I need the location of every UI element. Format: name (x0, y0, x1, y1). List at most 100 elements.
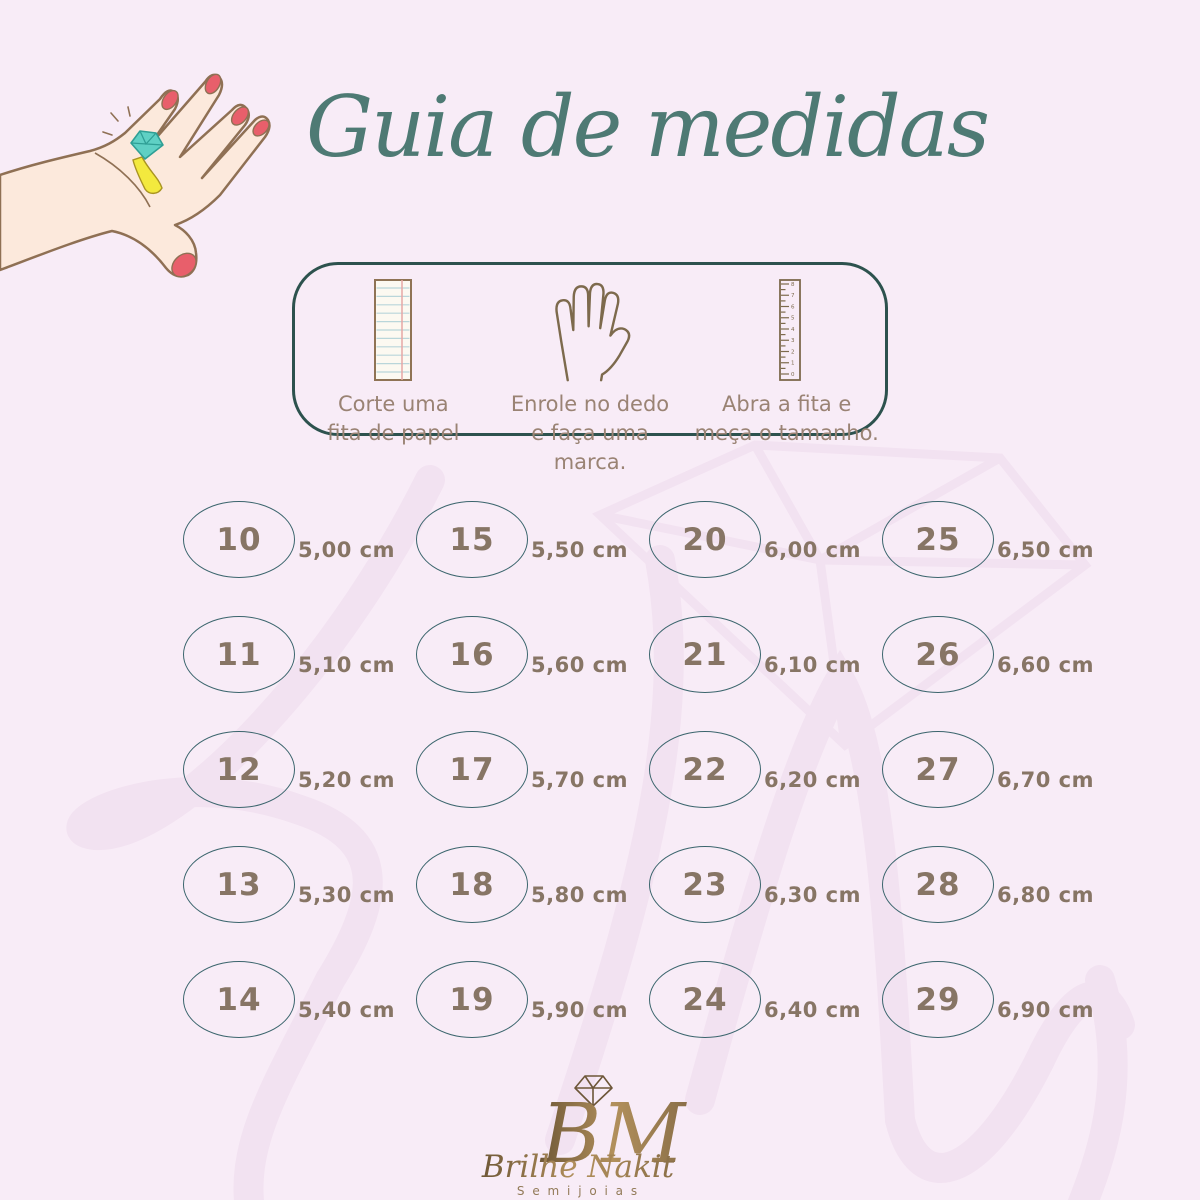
ring-size-ellipse: 25 (882, 501, 994, 578)
ring-size-measurement: 6,80 cm (997, 882, 1094, 907)
size-entry: 13 5,30 cm (124, 827, 394, 942)
size-entry: 25 6,50 cm (823, 482, 1093, 597)
size-entry: 26 6,60 cm (823, 597, 1093, 712)
ring-size-measurement: 6,70 cm (997, 767, 1094, 792)
ring-size-measurement: 5,90 cm (531, 997, 628, 1022)
size-entry: 20 6,00 cm (590, 482, 860, 597)
ring-size-number: 12 (216, 751, 262, 788)
ring-size-number: 14 (216, 981, 262, 1018)
size-entry: 28 6,80 cm (823, 827, 1093, 942)
ring-size-ellipse: 16 (416, 616, 528, 693)
ring-size-number: 21 (682, 636, 728, 673)
ring-size-ellipse: 27 (882, 731, 994, 808)
ring-size-ellipse: 24 (649, 961, 761, 1038)
ring-size-number: 15 (449, 521, 495, 558)
ring-size-ellipse: 22 (649, 731, 761, 808)
step-1-line-1: Corte uma (338, 392, 449, 416)
ring-size-measurement: 5,00 cm (298, 537, 395, 562)
ring-size-number: 27 (915, 751, 961, 788)
ring-size-ellipse: 12 (183, 731, 295, 808)
size-entry: 21 6,10 cm (590, 597, 860, 712)
ring-size-measurement: 6,00 cm (764, 537, 861, 562)
ring-size-measurement: 5,20 cm (298, 767, 395, 792)
ring-size-number: 23 (682, 866, 728, 903)
size-entry: 19 5,90 cm (357, 942, 627, 1057)
size-entry: 15 5,50 cm (357, 482, 627, 597)
instruction-step-2: Enrole no dedo e faça uma marca. (492, 265, 689, 474)
ring-size-number: 28 (915, 866, 961, 903)
ruler-number: 6 (791, 305, 795, 311)
ring-size-ellipse: 10 (183, 501, 295, 578)
brand-name: Brilhe Nakit (481, 1149, 675, 1185)
logo-monogram: BM (539, 1087, 687, 1182)
step-1-line-2: fita de papel (327, 420, 460, 445)
ring-size-number: 26 (915, 636, 961, 673)
size-grid: 10 5,00 cm 15 5,50 cm 20 6,00 cm 25 6,50… (124, 482, 1093, 1057)
size-entry: 14 5,40 cm (124, 942, 394, 1057)
ring-size-measurement: 6,50 cm (997, 537, 1094, 562)
paper-strip-icon (374, 279, 413, 381)
ring-size-measurement: 5,80 cm (531, 882, 628, 907)
size-entry: 18 5,80 cm (357, 827, 627, 942)
step-3-line-1: Abra a fita e (722, 392, 852, 416)
instructions-box: Corte uma fita de papel Enrole no dedo e… (292, 262, 888, 474)
step-3-line-2: meça o tamanho. (694, 420, 879, 445)
size-entry: 16 5,60 cm (357, 597, 627, 712)
ring-size-measurement: 5,10 cm (298, 652, 395, 677)
ruler-number: 1 (791, 361, 795, 367)
ring-size-measurement: 6,30 cm (764, 882, 861, 907)
ruler-number: 3 (791, 338, 795, 344)
ring-size-ellipse: 11 (183, 616, 295, 693)
hand-icon (555, 282, 631, 382)
ring-size-ellipse: 20 (649, 501, 761, 578)
ring-size-number: 24 (682, 981, 728, 1018)
size-entry: 24 6,40 cm (590, 942, 860, 1057)
brand-logo: BM Brilhe Nakit S e m i j o i a s (481, 1075, 687, 1198)
ring-size-ellipse: 15 (416, 501, 528, 578)
ruler-number: 2 (791, 350, 795, 356)
ring-size-measurement: 6,10 cm (764, 652, 861, 677)
ring-size-measurement: 6,90 cm (997, 997, 1094, 1022)
size-entry: 29 6,90 cm (823, 942, 1093, 1057)
ring-size-number: 18 (449, 866, 495, 903)
size-entry: 27 6,70 cm (823, 712, 1093, 827)
sparkle-lines (102, 106, 131, 136)
size-entry: 22 6,20 cm (590, 712, 860, 827)
logo-diamond-icon (574, 1075, 613, 1107)
ring-size-ellipse: 26 (882, 616, 994, 693)
hand-with-ring-illustration (0, 73, 271, 278)
ring-size-measurement: 5,50 cm (531, 537, 628, 562)
ring-size-ellipse: 17 (416, 731, 528, 808)
ring-size-measurement: 6,20 cm (764, 767, 861, 792)
ring-size-ellipse: 18 (416, 846, 528, 923)
ring-diamond (130, 130, 164, 160)
step-2-line-2: e faça uma marca. (531, 420, 649, 474)
hand-silhouette (0, 73, 271, 278)
ring-size-ellipse: 14 (183, 961, 295, 1038)
hand-crease-line (94, 152, 151, 208)
ruler-number: 4 (791, 327, 795, 333)
size-entry: 10 5,00 cm (124, 482, 394, 597)
ruler-icon: 8 7 6 5 4 3 2 1 0 (778, 279, 801, 381)
instruction-step-1: Corte uma fita de papel (295, 265, 492, 445)
size-entry: 23 6,30 cm (590, 827, 860, 942)
ring-size-measurement: 6,60 cm (997, 652, 1094, 677)
ring-size-measurement: 5,40 cm (298, 997, 395, 1022)
ring-size-number: 17 (449, 751, 495, 788)
ruler-number: 8 (791, 282, 795, 288)
ring-size-ellipse: 29 (882, 961, 994, 1038)
ruler-number: 5 (791, 316, 795, 322)
size-entry: 11 5,10 cm (124, 597, 394, 712)
page-title: Guia de medidas (306, 78, 990, 176)
brand-tagline: S e m i j o i a s (517, 1184, 639, 1198)
ring-size-ellipse: 19 (416, 961, 528, 1038)
ring-band (132, 156, 163, 195)
size-entry: 12 5,20 cm (124, 712, 394, 827)
ring-size-ellipse: 28 (882, 846, 994, 923)
ring-size-number: 20 (682, 521, 728, 558)
instruction-step-3: 8 7 6 5 4 3 2 1 0 Abra a fita e meça o t… (688, 265, 885, 445)
ring-size-number: 13 (216, 866, 262, 903)
ring-size-number: 16 (449, 636, 495, 673)
ring-size-ellipse: 13 (183, 846, 295, 923)
